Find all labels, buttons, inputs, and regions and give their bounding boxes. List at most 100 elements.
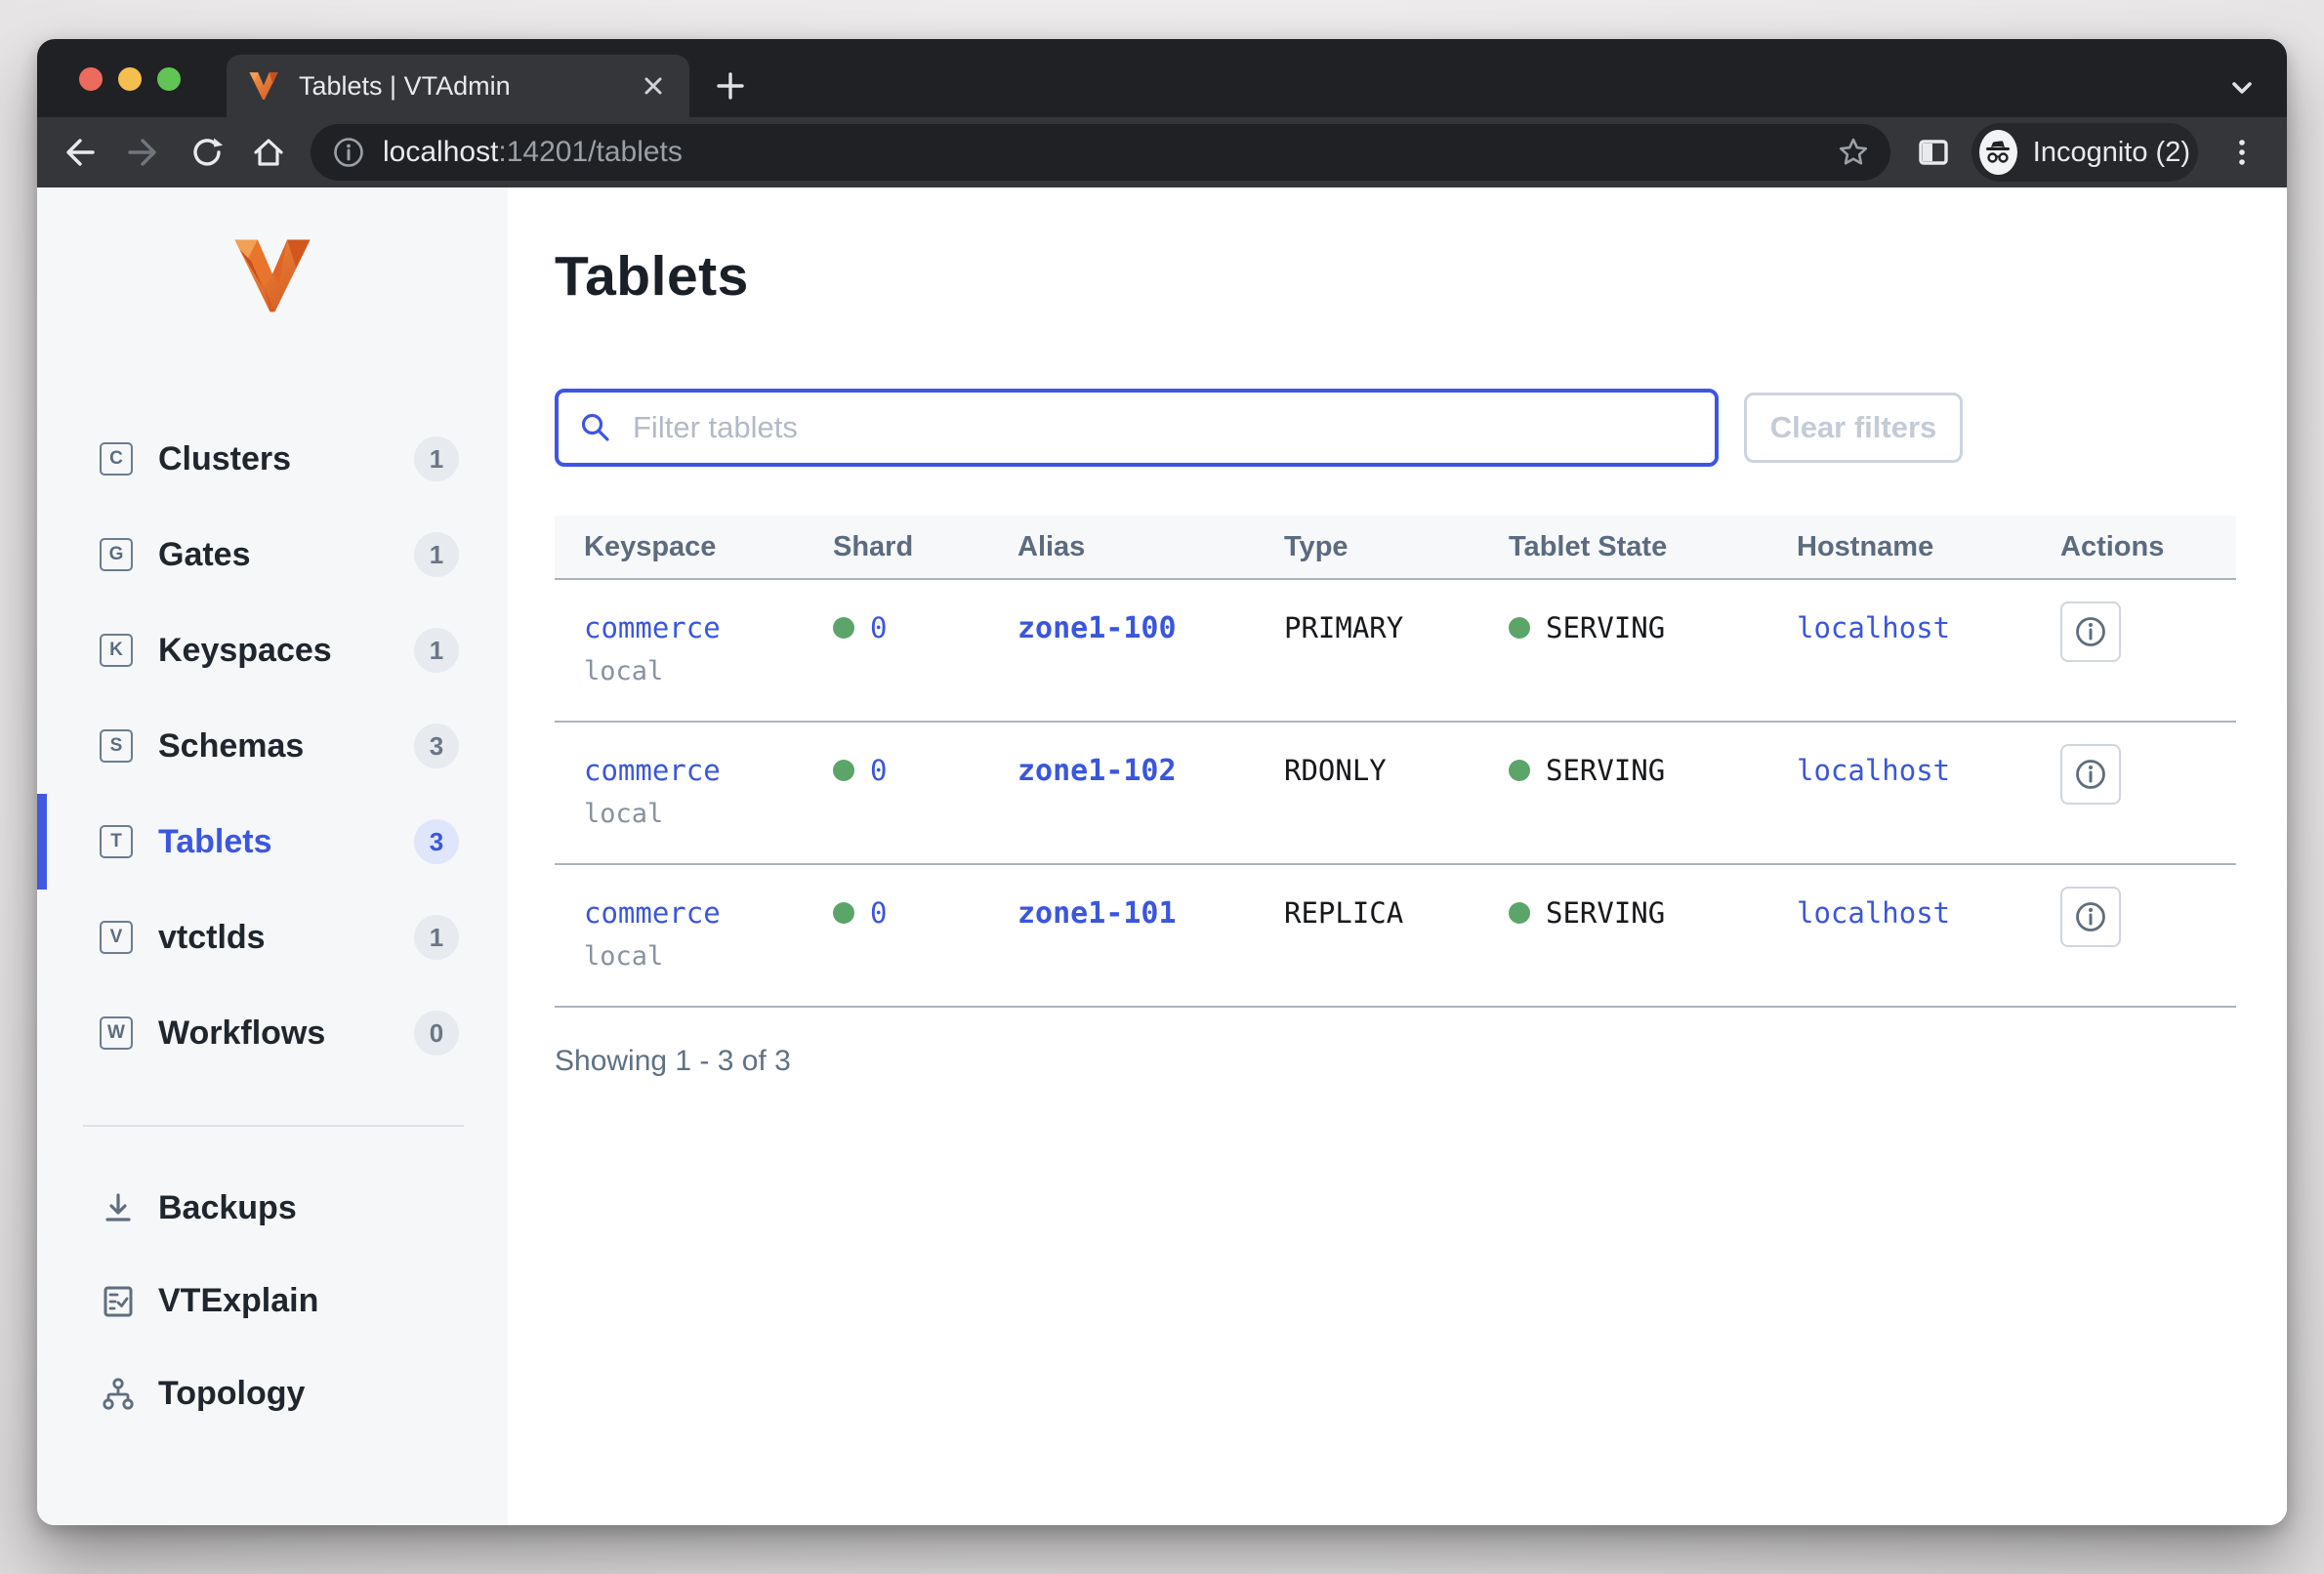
sidebar-item-gates[interactable]: G Gates 1 (37, 507, 508, 602)
state-label: SERVING (1546, 896, 1666, 930)
filter-tablets-input[interactable] (555, 389, 1719, 467)
keyspaces-letter-icon: K (100, 634, 133, 667)
column-header: Hostname (1797, 530, 1934, 562)
vitess-favicon-icon (248, 71, 279, 101)
sidebar-item-tablets[interactable]: T Tablets 3 (37, 794, 508, 890)
shard-cell: 0 (804, 580, 988, 721)
cluster-label: local (584, 941, 664, 972)
column-header: Type (1284, 530, 1349, 562)
tablet-info-button[interactable] (2060, 601, 2121, 662)
browser-window: Tablets | VTAdmin (37, 39, 2287, 1525)
shard-link[interactable]: 0 (870, 754, 888, 787)
alias-cell: zone1-101 (988, 865, 1255, 1006)
table-header-row: Keyspace Shard Alias Type Tablet State H… (555, 516, 2236, 580)
zoom-window-button[interactable] (157, 67, 181, 91)
hostname-link[interactable]: localhost (1797, 896, 1951, 930)
sidebar-item-vtctlds[interactable]: V vtctlds 1 (37, 890, 508, 985)
alias-link[interactable]: zone1-100 (1017, 611, 1177, 645)
sidebar-item-label: Topology (158, 1375, 306, 1412)
column-header: Tablet State (1509, 530, 1668, 562)
sidebar-item-vtexplain[interactable]: VTExplain (37, 1255, 508, 1347)
alias-link[interactable]: zone1-101 (1017, 896, 1177, 931)
page-content: C Clusters 1 G Gates 1 K Keyspaces 1 S S… (37, 187, 2287, 1525)
column-header: Shard (833, 530, 914, 562)
filter-input-wrap (555, 389, 1719, 467)
type-cell: REPLICA (1284, 896, 1404, 930)
type-cell: RDONLY (1284, 754, 1387, 787)
state-cell: SERVING (1479, 723, 1767, 863)
alias-cell: zone1-100 (988, 580, 1255, 721)
sidebar-item-workflows[interactable]: W Workflows 0 (37, 985, 508, 1081)
actions-cell (2031, 723, 2236, 863)
url-bar[interactable]: localhost:14201/tablets (311, 124, 1890, 181)
sidebar-item-label: Gates (158, 535, 251, 573)
sidebar-item-topology[interactable]: Topology (37, 1347, 508, 1440)
home-icon[interactable] (249, 133, 288, 172)
page-title: Tablets (555, 245, 749, 308)
browser-toolbar: localhost:14201/tablets (37, 117, 2287, 187)
state-cell: SERVING (1479, 865, 1767, 1006)
tab-search-chevron-icon[interactable] (2220, 68, 2263, 107)
download-icon (100, 1190, 137, 1227)
incognito-label: Incognito (2) (2032, 136, 2190, 168)
hostname-link[interactable]: localhost (1797, 754, 1951, 787)
reload-icon[interactable] (187, 133, 227, 172)
sidebar-item-schemas[interactable]: S Schemas 3 (37, 698, 508, 794)
sidebar-item-label: Tablets (158, 822, 272, 860)
side-panel-icon[interactable] (1914, 133, 1953, 172)
gates-letter-icon: G (100, 538, 133, 571)
tablets-table: Keyspace Shard Alias Type Tablet State H… (555, 516, 2236, 1008)
state-label: SERVING (1546, 611, 1666, 644)
document-check-icon (100, 1283, 137, 1320)
keyspace-link[interactable]: commerce (584, 754, 721, 787)
bookmark-star-icon[interactable] (1836, 135, 1871, 170)
new-tab-button[interactable] (711, 66, 750, 105)
clusters-letter-icon: C (100, 442, 133, 476)
serving-status-dot (1509, 760, 1530, 781)
hostname-link[interactable]: localhost (1797, 611, 1951, 644)
tablet-info-button[interactable] (2060, 744, 2121, 805)
url-path: :14201/tablets (498, 136, 683, 168)
sidebar-item-label: Schemas (158, 726, 305, 765)
workflows-letter-icon: W (100, 1016, 133, 1050)
tab-tablets[interactable]: Tablets | VTAdmin (227, 55, 689, 117)
url-host: localhost (383, 136, 499, 168)
shard-status-dot (833, 617, 854, 639)
sidebar-item-clusters[interactable]: C Clusters 1 (37, 411, 508, 507)
actions-cell (2031, 580, 2236, 721)
hostname-cell: localhost (1767, 723, 2031, 863)
sidebar-divider (83, 1125, 464, 1127)
table-row: commerce local 0 zone1-102 RDONLY SERVIN… (555, 723, 2236, 865)
minimize-window-button[interactable] (118, 67, 142, 91)
active-indicator (37, 794, 47, 890)
vitess-logo (231, 236, 313, 314)
count-badge: 1 (414, 628, 459, 673)
shard-status-dot (833, 760, 854, 781)
sidebar-item-backups[interactable]: Backups (37, 1162, 508, 1255)
url-text: localhost:14201/tablets (383, 136, 1836, 169)
count-badge: 1 (414, 915, 459, 960)
results-count: Showing 1 - 3 of 3 (555, 1045, 791, 1077)
shard-link[interactable]: 0 (870, 896, 888, 930)
alias-link[interactable]: zone1-102 (1017, 754, 1177, 788)
incognito-badge[interactable]: Incognito (2) (1971, 123, 2198, 182)
close-window-button[interactable] (79, 67, 103, 91)
keyspace-link[interactable]: commerce (584, 611, 721, 644)
alias-cell: zone1-102 (988, 723, 1255, 863)
back-icon[interactable] (61, 133, 100, 172)
tab-title: Tablets | VTAdmin (299, 70, 511, 101)
count-badge: 3 (414, 819, 459, 864)
count-badge: 3 (414, 724, 459, 768)
tab-close-icon[interactable] (639, 71, 668, 101)
clear-filters-button[interactable]: Clear filters (1744, 393, 1963, 463)
sidebar-item-label: Keyspaces (158, 631, 332, 669)
count-badge: 1 (414, 532, 459, 577)
site-info-icon[interactable] (332, 136, 365, 169)
keyspace-link[interactable]: commerce (584, 896, 721, 930)
table-row: commerce local 0 zone1-101 REPLICA SERVI… (555, 865, 2236, 1008)
forward-icon[interactable] (123, 133, 162, 172)
sidebar-item-keyspaces[interactable]: K Keyspaces 1 (37, 602, 508, 698)
tablet-info-button[interactable] (2060, 887, 2121, 947)
browser-menu-icon[interactable] (2222, 133, 2262, 172)
shard-link[interactable]: 0 (870, 611, 888, 644)
